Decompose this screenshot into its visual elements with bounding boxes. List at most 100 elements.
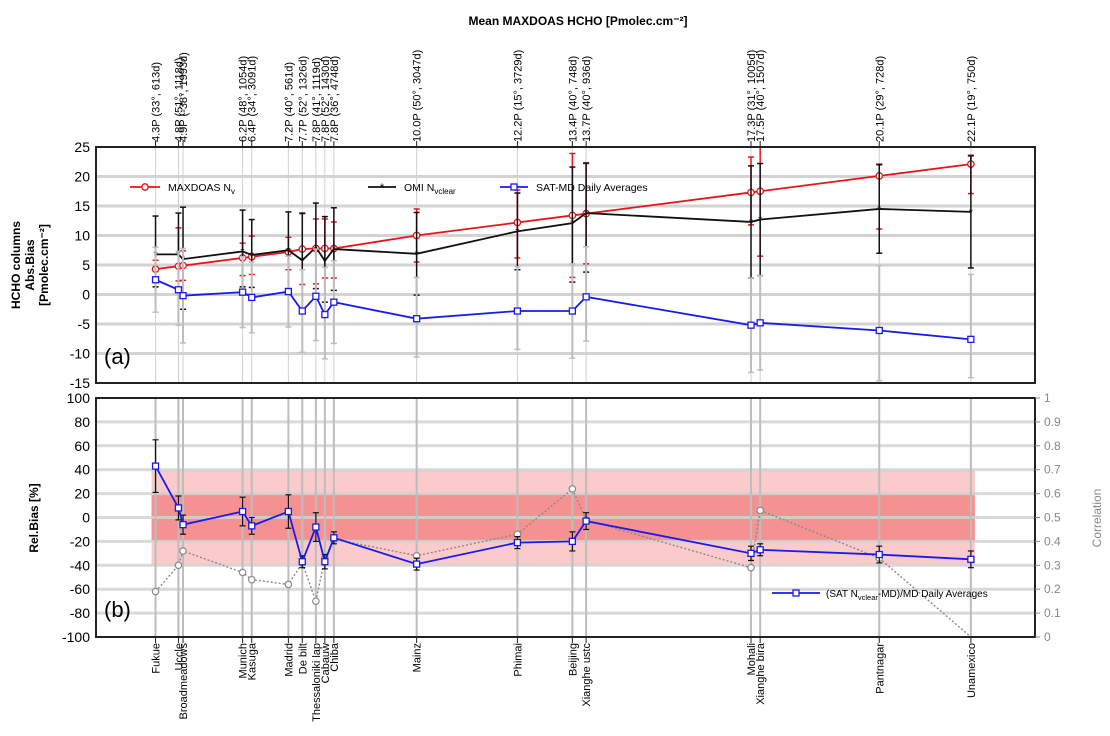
station-label: Beijing (567, 643, 579, 676)
data-point (967, 555, 975, 563)
data-point (312, 292, 320, 300)
top-tick-label: 7.8P (52°, 1430d) (320, 56, 332, 142)
top-tick-label: 17.3P (31°, 1005d) (746, 50, 758, 142)
y-tick-label: 25 (74, 139, 90, 155)
data-point (747, 321, 755, 329)
legend-label: (SAT Nvclear-MD)/MD Daily Averages (826, 589, 988, 602)
y-tick-label: 80 (74, 414, 90, 430)
y-tick-label: -100 (62, 629, 90, 645)
panel-b-grid (96, 420, 1035, 615)
y-tick-label: 20 (74, 486, 90, 502)
panel-a-frame (95, 146, 1036, 384)
data-point (412, 560, 421, 568)
data-point: * (758, 215, 763, 227)
y-tick-label: -60 (70, 581, 90, 597)
station-label: Mohali (746, 643, 758, 675)
station-label: Kasuga (247, 642, 259, 680)
top-tick-label: 7.7P (52°, 1326d) (297, 56, 309, 142)
y-tick-label: 10 (74, 228, 90, 244)
data-point (582, 517, 590, 525)
station-label: De bilt (297, 643, 309, 674)
y-tick-label: 20 (74, 169, 90, 185)
station-label: Broadmeadows (178, 643, 190, 720)
station-label: Phimai (512, 643, 524, 677)
top-tick-label: 6.4P (34°, 3091d) (247, 56, 259, 142)
top-tick-label: 22.1P (19°, 750d) (966, 56, 978, 142)
data-point (321, 558, 329, 566)
top-tick-label: 6.2P (48°, 1054d) (238, 56, 250, 142)
data-point (151, 462, 160, 470)
station-label: Xianghe ustc (581, 643, 593, 707)
panel-a-grid (96, 175, 1035, 355)
station-label: Mainz (412, 643, 424, 672)
y-tick-label: -20 (70, 533, 90, 549)
data-point: * (240, 246, 245, 258)
data-point (756, 319, 764, 327)
data-point (582, 293, 590, 301)
legend-marker (792, 589, 800, 597)
data-point (967, 335, 975, 343)
y-tick-label: -80 (70, 605, 90, 621)
data-point (284, 287, 293, 296)
data-point (756, 546, 764, 554)
station-label: Cabauw (320, 643, 332, 683)
series-line (155, 163, 971, 271)
data-point (179, 547, 187, 555)
top-tick-label: 7.2P (40°, 561d) (283, 62, 295, 142)
right-tick-label: 0.8 (1044, 439, 1061, 453)
right-tick-label: 0.4 (1044, 534, 1061, 548)
legend-label: MAXDOAS Nv (168, 182, 235, 196)
y-tick-label: -10 (70, 346, 90, 362)
data-point (568, 537, 577, 546)
legend-label: OMI Nvclear (404, 182, 456, 196)
legend-item-1: * OMI Nvclear (368, 182, 456, 196)
top-tick-label: 17.5P (40°, 1507d) (755, 50, 767, 142)
data-point (568, 307, 577, 315)
station-label: Uccle (173, 643, 185, 671)
legend-marker (141, 183, 149, 191)
data-point (875, 550, 883, 559)
y-axis-label-line: Abs.Bias (23, 239, 37, 291)
top-tick-label: 4.8P (51°, 1118d) (173, 57, 185, 142)
data-point (513, 307, 522, 315)
data-point: * (969, 207, 974, 219)
data-point (284, 507, 293, 516)
station-label: Xianghe bira (755, 642, 767, 705)
top-tick-label: 7.8P (41°, 1119d) (311, 57, 323, 142)
y-tick-label: 0 (82, 287, 90, 303)
data-point (412, 315, 421, 323)
top-tick-label: 4.3P (33°, 613d) (151, 62, 163, 142)
y-tick-label: 15 (74, 198, 90, 214)
data-point (151, 587, 160, 596)
y-tick-label: 100 (67, 390, 91, 406)
data-point: * (323, 256, 328, 268)
top-tick-labels: 4.3P (33°, 613d) 4.8P (51°, 1118d)4.9P (-… (151, 50, 978, 147)
data-point: * (250, 250, 255, 262)
series-line (155, 278, 971, 341)
right-tick-label: 0.7 (1044, 463, 1061, 477)
top-tick-label: 7.8P (36°, 4748d) (329, 56, 341, 142)
data-point (298, 558, 306, 566)
data-point: * (877, 204, 882, 216)
y-tick-label: 0 (82, 510, 90, 526)
right-tick-label: 0.2 (1044, 582, 1061, 596)
right-tick-label: 0.6 (1044, 487, 1061, 501)
data-point (284, 580, 293, 589)
data-point (298, 307, 306, 315)
data-point (568, 485, 577, 493)
station-label: Thessaloniki lap (311, 643, 323, 722)
y-tick-label: 5 (82, 257, 90, 273)
legend-marker (510, 183, 518, 191)
legend-item-2: SAT-MD Daily Averages (500, 182, 648, 194)
panel-b-y-axis-label: Rel.Bias [%] (27, 483, 41, 552)
y-tick-label: -15 (70, 375, 90, 391)
station-label: Munich (238, 643, 250, 678)
data-point (321, 310, 329, 319)
legend-marker: * (380, 182, 385, 194)
station-label: Unamexico (966, 643, 978, 698)
data-point (174, 561, 183, 570)
